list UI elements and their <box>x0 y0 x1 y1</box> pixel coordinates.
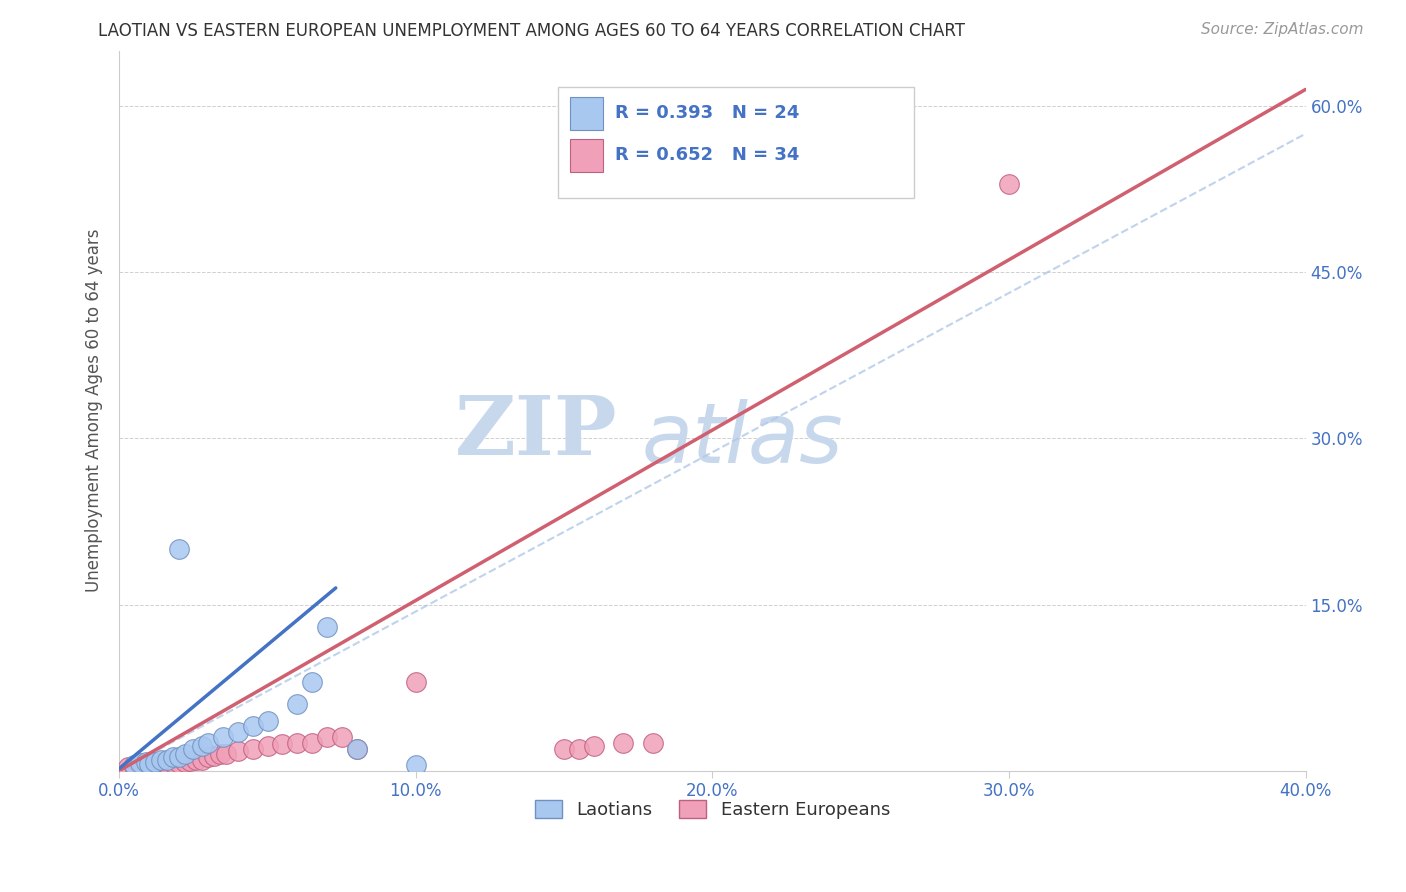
Point <box>226 725 249 739</box>
Point <box>582 739 605 754</box>
Bar <box>569 139 603 171</box>
Point <box>162 756 184 770</box>
Point <box>553 741 575 756</box>
Point <box>138 757 160 772</box>
Point <box>122 759 145 773</box>
Point <box>612 736 634 750</box>
Point <box>346 741 368 756</box>
Point <box>117 760 139 774</box>
Point <box>173 747 195 761</box>
Point <box>191 753 214 767</box>
Point <box>191 739 214 754</box>
Point <box>143 758 166 772</box>
Text: LAOTIAN VS EASTERN EUROPEAN UNEMPLOYMENT AMONG AGES 60 TO 64 YEARS CORRELATION C: LAOTIAN VS EASTERN EUROPEAN UNEMPLOYMENT… <box>98 22 966 40</box>
Point <box>315 620 337 634</box>
Point <box>186 753 208 767</box>
Point <box>301 736 323 750</box>
Point <box>202 749 225 764</box>
Point <box>215 747 238 761</box>
Point <box>156 753 179 767</box>
Text: R = 0.652   N = 34: R = 0.652 N = 34 <box>614 146 800 164</box>
Point <box>162 750 184 764</box>
Point <box>285 697 308 711</box>
Point <box>197 736 219 750</box>
Point <box>330 731 353 745</box>
Y-axis label: Unemployment Among Ages 60 to 64 years: Unemployment Among Ages 60 to 64 years <box>86 229 103 592</box>
Text: atlas: atlas <box>641 399 842 480</box>
Point <box>405 675 427 690</box>
Point <box>122 758 145 772</box>
Point <box>197 750 219 764</box>
Point <box>167 542 190 557</box>
FancyBboxPatch shape <box>558 87 914 198</box>
Point <box>149 753 172 767</box>
Point <box>256 739 278 754</box>
Point <box>226 744 249 758</box>
Point <box>346 741 368 756</box>
Text: ZIP: ZIP <box>456 392 617 472</box>
Text: Source: ZipAtlas.com: Source: ZipAtlas.com <box>1201 22 1364 37</box>
Point <box>138 758 160 772</box>
Point <box>173 755 195 769</box>
Point <box>135 755 157 769</box>
Point <box>285 736 308 750</box>
Text: R = 0.393   N = 24: R = 0.393 N = 24 <box>614 104 800 122</box>
Point <box>568 741 591 756</box>
Bar <box>569 97 603 130</box>
Legend: Laotians, Eastern Europeans: Laotians, Eastern Europeans <box>527 793 897 827</box>
Point <box>129 758 152 772</box>
Point <box>375 774 398 789</box>
Point <box>143 755 166 769</box>
Point <box>242 719 264 733</box>
Point <box>179 754 201 768</box>
Point <box>149 757 172 772</box>
Point <box>135 759 157 773</box>
Point <box>167 750 190 764</box>
Point <box>405 758 427 772</box>
Point <box>301 675 323 690</box>
Point <box>167 756 190 770</box>
Point <box>256 714 278 728</box>
Point <box>271 737 294 751</box>
Point <box>209 747 232 761</box>
Point <box>315 731 337 745</box>
Point <box>641 736 664 750</box>
Point <box>242 741 264 756</box>
Point <box>212 731 235 745</box>
Point <box>156 757 179 772</box>
Point <box>183 741 205 756</box>
Point <box>998 177 1021 191</box>
Point <box>129 756 152 770</box>
